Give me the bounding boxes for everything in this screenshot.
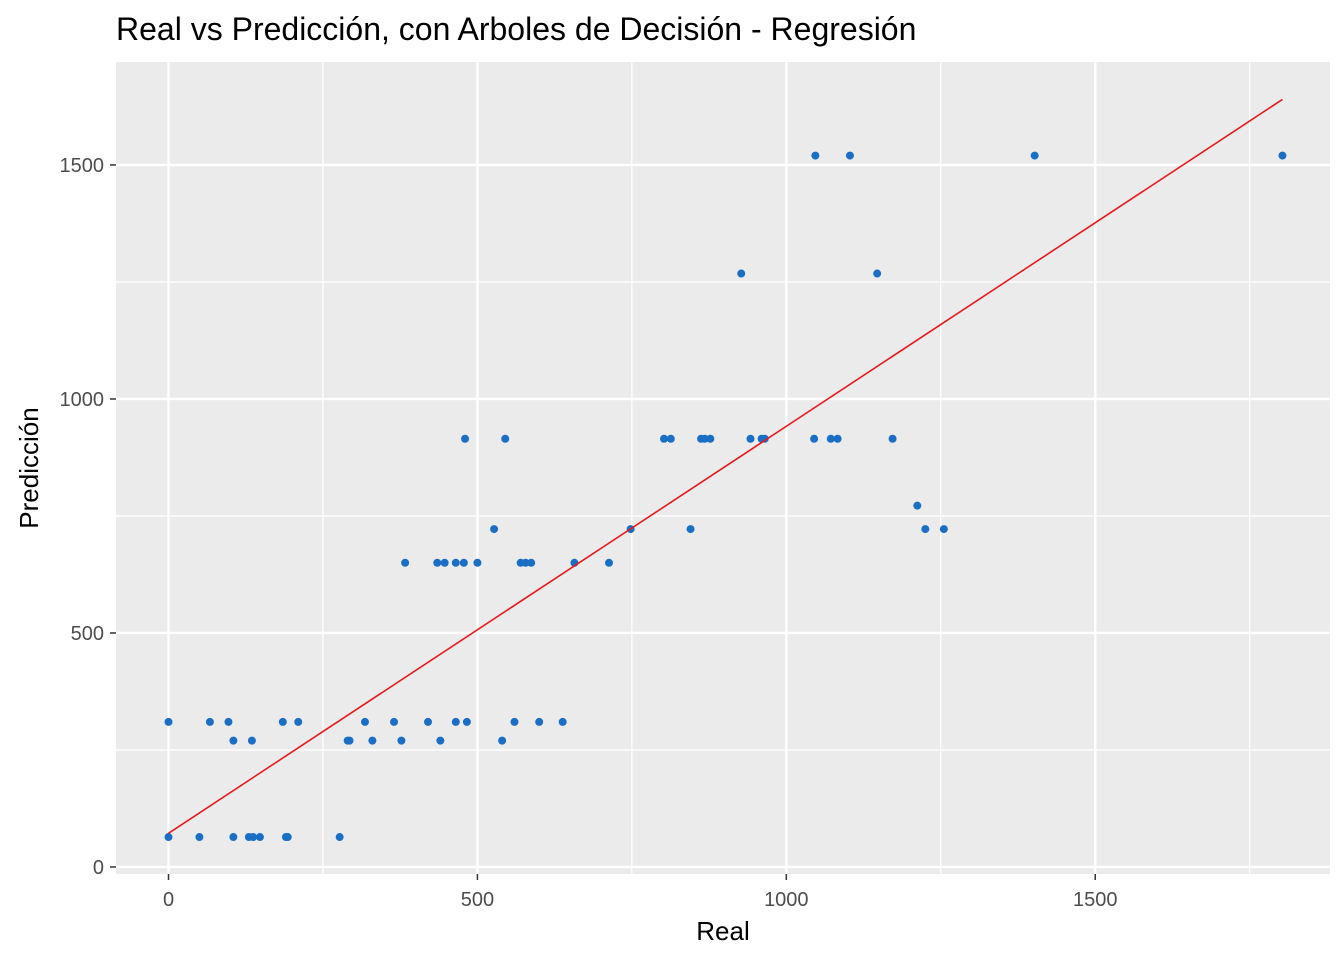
data-point bbox=[473, 558, 482, 567]
data-point bbox=[833, 434, 842, 443]
data-point bbox=[255, 833, 264, 842]
x-axis-ticks: 0 500 1000 1500 bbox=[163, 874, 1118, 911]
data-point bbox=[433, 558, 442, 567]
data-point bbox=[360, 717, 369, 726]
data-point bbox=[164, 717, 173, 726]
data-point bbox=[746, 434, 755, 443]
data-point bbox=[521, 558, 530, 567]
data-point bbox=[390, 717, 399, 726]
data-points bbox=[164, 151, 1287, 842]
y-tick-label: 1500 bbox=[60, 155, 105, 177]
y-tick-label: 1000 bbox=[60, 389, 105, 411]
chart-title: Real vs Predicción, con Arboles de Decis… bbox=[116, 11, 916, 47]
data-point bbox=[490, 525, 499, 534]
data-point bbox=[462, 717, 471, 726]
data-point bbox=[423, 717, 432, 726]
data-point bbox=[666, 434, 675, 443]
data-point bbox=[345, 736, 354, 745]
data-point bbox=[913, 501, 922, 510]
data-point bbox=[451, 717, 460, 726]
data-point bbox=[451, 558, 460, 567]
x-tick-label: 0 bbox=[163, 889, 174, 911]
x-tick-label: 1500 bbox=[1073, 889, 1118, 911]
y-axis-ticks: 0 500 1000 1500 bbox=[60, 155, 116, 879]
data-point bbox=[605, 558, 614, 567]
y-tick-label: 500 bbox=[71, 623, 104, 645]
data-point bbox=[737, 269, 746, 278]
data-point bbox=[939, 525, 948, 534]
data-point bbox=[498, 736, 507, 745]
x-tick-label: 1000 bbox=[764, 889, 809, 911]
data-point bbox=[706, 434, 715, 443]
data-point bbox=[888, 434, 897, 443]
minor-gridlines bbox=[116, 62, 1330, 874]
data-point bbox=[760, 434, 769, 443]
data-point bbox=[459, 558, 468, 567]
data-point bbox=[1030, 151, 1039, 160]
data-point bbox=[811, 151, 820, 160]
data-point bbox=[164, 833, 173, 842]
data-point bbox=[335, 833, 344, 842]
data-point bbox=[368, 736, 377, 745]
data-point bbox=[558, 717, 567, 726]
data-point bbox=[440, 558, 449, 567]
fit-line-group bbox=[168, 98, 1283, 834]
data-point bbox=[845, 151, 854, 160]
data-point bbox=[294, 717, 303, 726]
major-gridlines bbox=[116, 62, 1330, 874]
data-point bbox=[659, 434, 668, 443]
data-point bbox=[501, 434, 510, 443]
x-axis-title: Real bbox=[696, 916, 749, 946]
data-point bbox=[826, 434, 835, 443]
data-point bbox=[535, 717, 544, 726]
data-point bbox=[278, 717, 287, 726]
data-point bbox=[224, 717, 233, 726]
data-point bbox=[700, 434, 709, 443]
data-point bbox=[247, 736, 256, 745]
data-point bbox=[436, 736, 445, 745]
data-point bbox=[397, 736, 406, 745]
fit-line bbox=[168, 98, 1283, 834]
data-point bbox=[527, 558, 536, 567]
data-point bbox=[283, 833, 292, 842]
data-point bbox=[205, 717, 214, 726]
data-point bbox=[401, 558, 410, 567]
data-point bbox=[229, 833, 238, 842]
data-point bbox=[229, 736, 238, 745]
y-tick-label: 0 bbox=[93, 857, 104, 879]
data-point bbox=[1278, 151, 1287, 160]
data-point bbox=[510, 717, 519, 726]
data-point bbox=[873, 269, 882, 278]
y-axis-title: Predicción bbox=[14, 407, 44, 528]
data-point bbox=[810, 434, 819, 443]
data-point bbox=[195, 833, 204, 842]
x-tick-label: 500 bbox=[461, 889, 494, 911]
data-point bbox=[461, 434, 470, 443]
data-point bbox=[921, 525, 930, 534]
data-point bbox=[249, 833, 258, 842]
data-point bbox=[686, 525, 695, 534]
